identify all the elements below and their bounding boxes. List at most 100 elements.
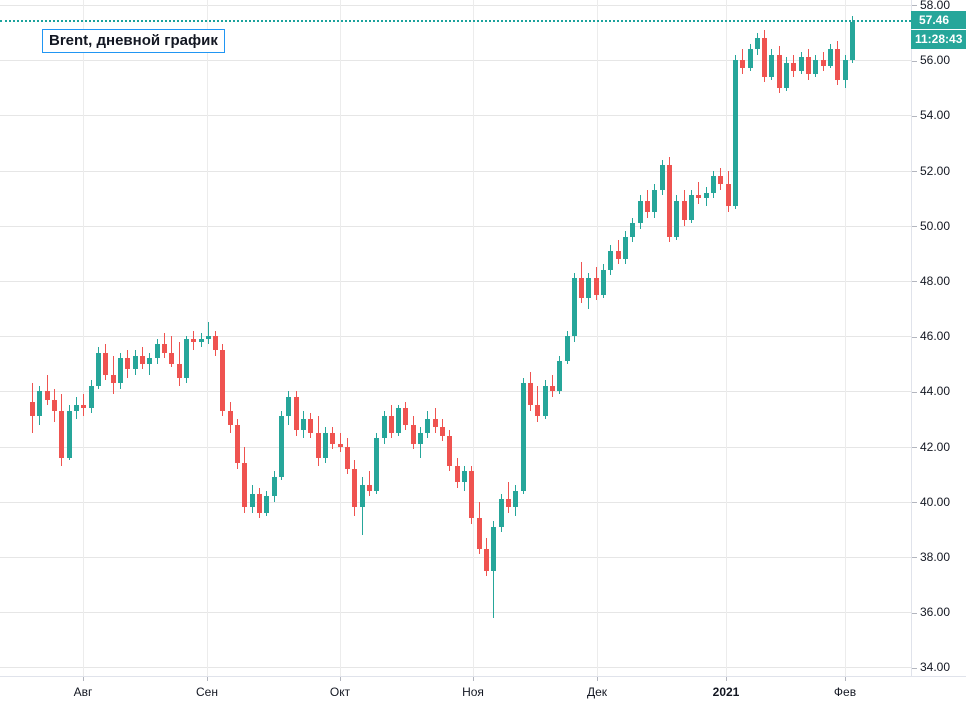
candle-body[interactable]	[608, 250, 613, 270]
candle-body[interactable]	[286, 396, 291, 417]
candle-body[interactable]	[704, 192, 709, 199]
candle-body[interactable]	[396, 407, 401, 433]
candle-body[interactable]	[330, 432, 335, 444]
candle-body[interactable]	[418, 432, 423, 444]
candle-body[interactable]	[242, 463, 247, 508]
candle-body[interactable]	[155, 344, 160, 359]
candle-body[interactable]	[118, 358, 123, 384]
candle-body[interactable]	[374, 438, 379, 491]
candle-body[interactable]	[301, 419, 306, 431]
candle-body[interactable]	[147, 358, 152, 364]
candle-body[interactable]	[440, 427, 445, 436]
candle-body[interactable]	[828, 49, 833, 66]
candle-body[interactable]	[521, 383, 526, 491]
candle-body[interactable]	[843, 60, 848, 80]
candle-body[interactable]	[389, 416, 394, 433]
candle-body[interactable]	[279, 416, 284, 477]
candle-body[interactable]	[360, 485, 365, 508]
candle-body[interactable]	[557, 361, 562, 392]
candle-body[interactable]	[345, 446, 350, 469]
candle-body[interactable]	[499, 499, 504, 527]
candle-body[interactable]	[718, 176, 723, 185]
candle-body[interactable]	[191, 338, 196, 342]
candle-body[interactable]	[433, 419, 438, 428]
candle-body[interactable]	[469, 471, 474, 519]
candle-body[interactable]	[543, 385, 548, 417]
candle-body[interactable]	[52, 399, 57, 411]
candle-body[interactable]	[206, 336, 211, 339]
candle-body[interactable]	[235, 424, 240, 464]
candle-body[interactable]	[835, 49, 840, 80]
candle-body[interactable]	[711, 176, 716, 193]
candle-body[interactable]	[652, 189, 657, 212]
candle-body[interactable]	[81, 405, 86, 408]
candle-body[interactable]	[696, 195, 701, 199]
candle-body[interactable]	[425, 419, 430, 433]
candle-body[interactable]	[623, 236, 628, 259]
candle-body[interactable]	[367, 485, 372, 491]
candle-body[interactable]	[272, 476, 277, 497]
candle-body[interactable]	[37, 391, 42, 417]
candle-body[interactable]	[667, 165, 672, 237]
candle-body[interactable]	[140, 355, 145, 364]
candle-body[interactable]	[630, 223, 635, 237]
candle-body[interactable]	[184, 338, 189, 378]
candle-body[interactable]	[96, 352, 101, 386]
candle-body[interactable]	[213, 336, 218, 350]
candle-body[interactable]	[740, 60, 745, 69]
candle-body[interactable]	[660, 165, 665, 190]
candle-body[interactable]	[616, 250, 621, 259]
candle-body[interactable]	[755, 38, 760, 50]
candle-body[interactable]	[528, 383, 533, 406]
candle-body[interactable]	[199, 338, 204, 342]
candle-body[interactable]	[455, 465, 460, 483]
candle-body[interactable]	[382, 416, 387, 439]
candle-body[interactable]	[762, 38, 767, 77]
candle-body[interactable]	[338, 443, 343, 447]
candle-body[interactable]	[264, 496, 269, 513]
candle-body[interactable]	[111, 374, 116, 384]
candle-body[interactable]	[769, 54, 774, 77]
candle-body[interactable]	[799, 57, 804, 72]
candle-body[interactable]	[579, 278, 584, 298]
candle-body[interactable]	[565, 336, 570, 362]
candle-body[interactable]	[821, 60, 826, 66]
candle-body[interactable]	[447, 435, 452, 466]
candle-body[interactable]	[586, 278, 591, 298]
price-axis[interactable]: 58.00 56.00 54.00 52.00 50.00 48.00 46.00 44.00…	[911, 0, 966, 676]
candle-body[interactable]	[850, 21, 855, 61]
candle-body[interactable]	[777, 54, 782, 88]
candle-body[interactable]	[411, 424, 416, 444]
candle-body[interactable]	[89, 385, 94, 408]
candle-body[interactable]	[513, 490, 518, 508]
candle-body[interactable]	[594, 278, 599, 295]
candle-body[interactable]	[813, 60, 818, 74]
candle-body[interactable]	[30, 402, 35, 417]
candle-body[interactable]	[726, 184, 731, 207]
candle-body[interactable]	[682, 200, 687, 221]
candle-body[interactable]	[74, 405, 79, 411]
candle-body[interactable]	[674, 200, 679, 237]
candle-body[interactable]	[689, 195, 694, 221]
candle-body[interactable]	[506, 499, 511, 508]
candle-body[interactable]	[491, 526, 496, 571]
candle-body[interactable]	[748, 49, 753, 69]
candle-body[interactable]	[257, 493, 262, 513]
candle-body[interactable]	[45, 391, 50, 400]
candle-body[interactable]	[169, 352, 174, 364]
candle-body[interactable]	[806, 57, 811, 74]
candle-body[interactable]	[601, 269, 606, 295]
candle-body[interactable]	[308, 419, 313, 433]
candle-body[interactable]	[294, 396, 299, 431]
candle-body[interactable]	[133, 355, 138, 370]
candle-body[interactable]	[484, 548, 489, 571]
candle-body[interactable]	[103, 352, 108, 375]
candle-body[interactable]	[462, 471, 467, 483]
candle-body[interactable]	[162, 344, 167, 353]
candle-body[interactable]	[550, 385, 555, 392]
candle-body[interactable]	[535, 405, 540, 417]
candle-body[interactable]	[403, 407, 408, 425]
candle-body[interactable]	[67, 410, 72, 458]
candle-body[interactable]	[791, 62, 796, 72]
